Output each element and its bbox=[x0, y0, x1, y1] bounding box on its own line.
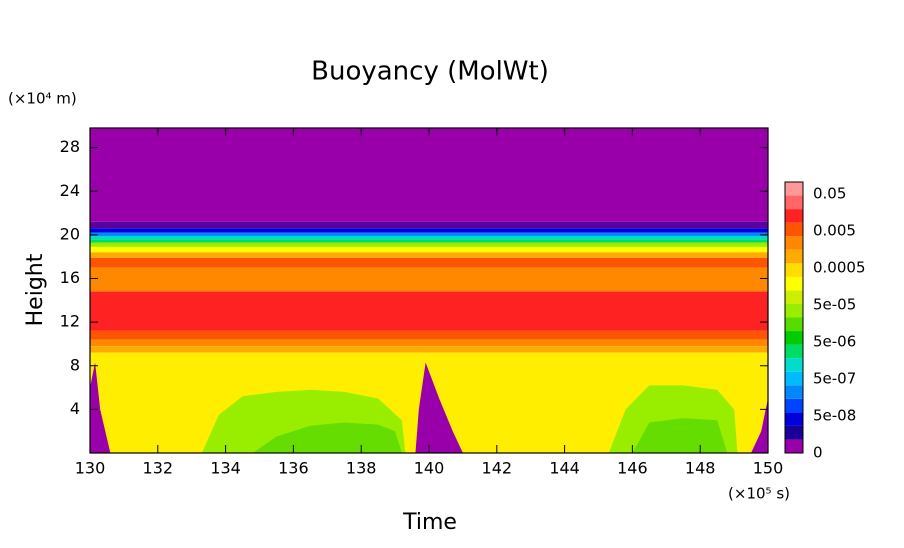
contour-band bbox=[90, 239, 768, 243]
colorbar-swatch bbox=[785, 249, 803, 264]
colorbar-swatch bbox=[785, 276, 803, 291]
contour-band bbox=[90, 346, 768, 353]
contour-band bbox=[90, 228, 768, 233]
x-axis-label: Time bbox=[402, 510, 457, 535]
x-tick-label: 138 bbox=[346, 459, 377, 478]
contour-band bbox=[90, 257, 768, 268]
y-tick-label: 4 bbox=[70, 399, 80, 418]
colorbar-swatch bbox=[785, 412, 803, 426]
x-tick-label: 142 bbox=[482, 459, 513, 478]
y-tick-label: 28 bbox=[60, 137, 80, 156]
colorbar-label: 5e-06 bbox=[813, 333, 856, 351]
y-tick-label: 24 bbox=[60, 181, 80, 200]
x-tick-label: 134 bbox=[210, 459, 241, 478]
colorbar-swatch bbox=[785, 195, 803, 210]
colorbar-label: 0.05 bbox=[813, 185, 846, 203]
colorbar-swatch bbox=[785, 317, 803, 332]
colorbar-swatch bbox=[785, 182, 803, 196]
colorbar-swatch bbox=[785, 236, 803, 250]
colorbar-swatch bbox=[785, 398, 803, 413]
contour-band bbox=[90, 252, 768, 258]
x-unit: (×10⁵ s) bbox=[728, 485, 790, 503]
colorbar-swatch bbox=[785, 303, 803, 318]
x-tick-label: 146 bbox=[617, 459, 648, 478]
colorbar-label: 0.0005 bbox=[813, 259, 866, 277]
colorbar-swatch bbox=[785, 331, 803, 345]
colorbar-label: 0.005 bbox=[813, 222, 856, 240]
colorbar-swatch bbox=[785, 385, 803, 399]
contour-band bbox=[90, 246, 768, 253]
x-tick-label: 130 bbox=[75, 459, 106, 478]
chart-title: Buoyancy (MolWt) bbox=[311, 57, 549, 87]
plot-frame bbox=[89, 127, 769, 454]
contour-field bbox=[90, 128, 768, 453]
contour-region bbox=[632, 418, 728, 453]
colorbar-swatch bbox=[785, 439, 803, 453]
axes: 130 132 134 136 138 140 142 144 146 148 150 4 8 12 16 2… bbox=[60, 128, 866, 478]
x-tick-label: 136 bbox=[278, 459, 309, 478]
contour-band bbox=[90, 330, 768, 340]
y-unit: (×10⁴ m) bbox=[8, 90, 77, 108]
y-axis-label: Height bbox=[23, 253, 48, 326]
colorbar-swatch bbox=[785, 358, 803, 372]
x-tick-label: 148 bbox=[685, 459, 716, 478]
y-tick-label: 20 bbox=[60, 224, 80, 243]
colorbar-label: 5e-05 bbox=[813, 296, 856, 314]
colorbar-label: 0 bbox=[813, 444, 823, 462]
x-tick-label: 144 bbox=[549, 459, 580, 478]
contour-band bbox=[90, 242, 768, 247]
contour-band bbox=[90, 128, 768, 222]
contour-region bbox=[90, 362, 111, 453]
colorbar-swatch bbox=[785, 290, 803, 304]
y-tick-label: 12 bbox=[60, 312, 80, 331]
colorbar-swatch bbox=[785, 222, 803, 237]
contour-band bbox=[90, 232, 768, 236]
colorbar-frame bbox=[784, 181, 804, 454]
contour-region bbox=[415, 362, 463, 453]
contour-region bbox=[751, 398, 768, 453]
x-tick-label: 132 bbox=[143, 459, 174, 478]
colorbar-swatch bbox=[785, 371, 803, 386]
colorbar-swatch bbox=[785, 209, 803, 223]
contour-region bbox=[252, 422, 402, 453]
x-tick-label: 140 bbox=[414, 459, 445, 478]
x-tick-label: 150 bbox=[753, 459, 784, 478]
contour-band bbox=[90, 235, 768, 240]
y-tick-label: 8 bbox=[70, 355, 80, 374]
contour-band bbox=[90, 291, 768, 331]
y-tick-label: 16 bbox=[60, 268, 80, 287]
colorbar-label: 5e-08 bbox=[813, 407, 856, 425]
contour-band bbox=[90, 267, 768, 292]
colorbar-label: 5e-07 bbox=[813, 370, 856, 388]
colorbar-swatch bbox=[785, 263, 803, 277]
colorbar-swatch bbox=[785, 425, 803, 440]
contour-band bbox=[90, 339, 768, 347]
colorbar-swatch bbox=[785, 344, 803, 359]
contour-band bbox=[90, 221, 768, 229]
